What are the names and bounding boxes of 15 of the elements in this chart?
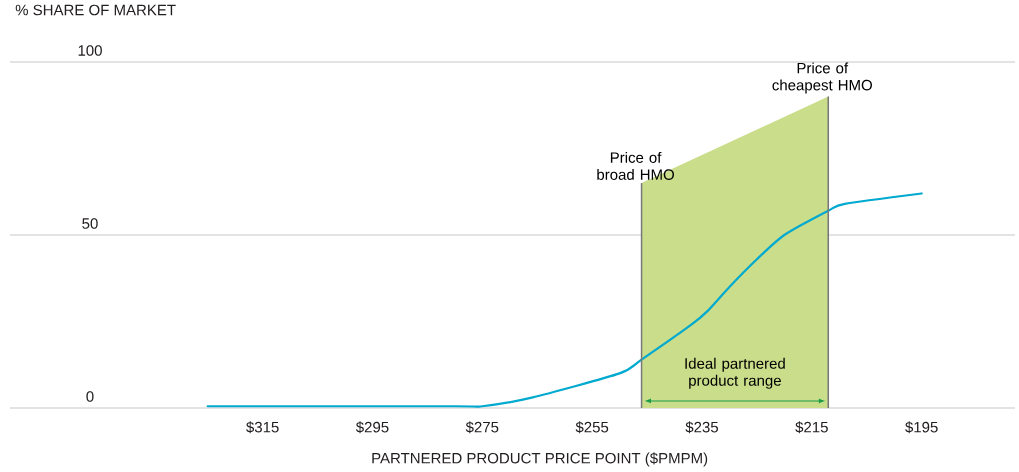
x-tick-label: $235: [685, 421, 719, 434]
x-tick-label: $215: [795, 421, 828, 434]
y-axis-title: % SHARE OF MARKET: [15, 4, 176, 16]
ref-line-label: Price of broad HMO: [597, 151, 674, 180]
x-tick-label: $255: [575, 421, 609, 434]
x-axis-title: PARTNERED PRODUCT PRICE POINT ($PMPM): [372, 452, 708, 467]
x-tick-label: $275: [465, 421, 499, 434]
ref-line-label: Price of cheapest HMO: [772, 62, 872, 94]
x-tick-label: $315: [246, 421, 279, 434]
annotation: Ideal partnered product range: [685, 357, 785, 389]
x-tick-label: $195: [905, 421, 938, 434]
y-tick-label: 100: [78, 45, 102, 56]
y-tick-label: 0: [86, 391, 94, 402]
y-tick-label: 50: [82, 218, 98, 229]
x-tick-label: $295: [355, 421, 389, 434]
